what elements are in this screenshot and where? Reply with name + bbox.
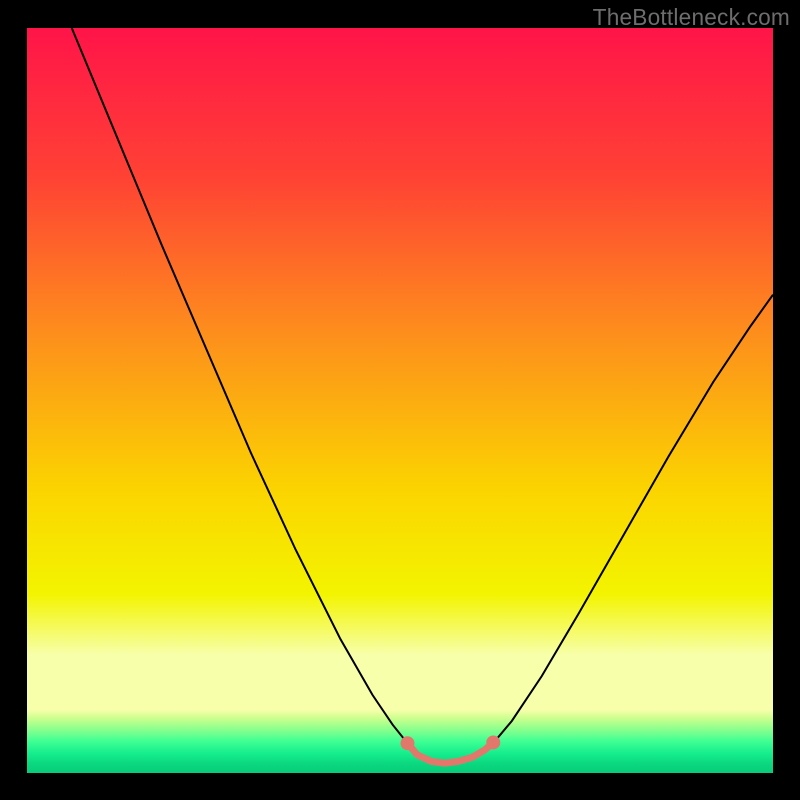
marker-dot: [400, 736, 414, 750]
plot-area: [27, 28, 773, 773]
chart-frame: TheBottleneck.com: [0, 0, 800, 800]
gradient-background-bottom: [27, 710, 773, 773]
marker-dot: [486, 735, 500, 749]
watermark-text: TheBottleneck.com: [593, 4, 790, 31]
chart-svg: [27, 28, 773, 773]
gradient-background-top: [27, 28, 773, 710]
